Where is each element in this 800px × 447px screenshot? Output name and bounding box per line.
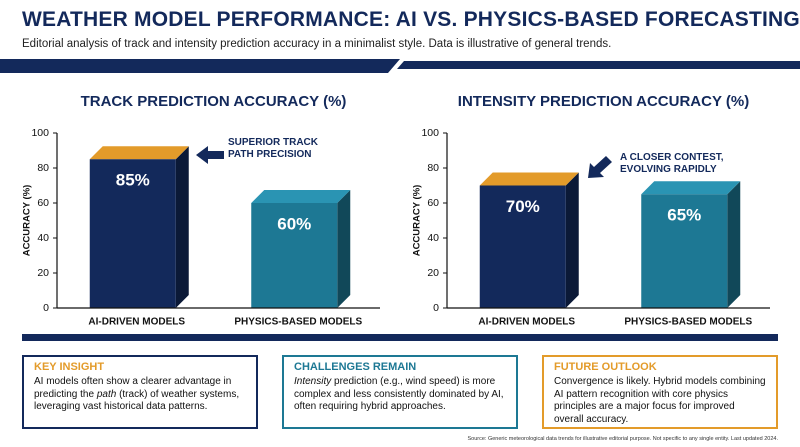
y-tick-label: 80 [37, 162, 49, 174]
annotation: A CLOSER CONTEST, EVOLVING RAPIDLY [620, 152, 724, 175]
emphasis: path [96, 388, 117, 400]
bar-top [251, 190, 351, 203]
card: FUTURE OUTLOOK Convergence is likely. Hy… [542, 355, 778, 429]
chart-title: TRACK PREDICTION ACCURACY (%) [81, 93, 347, 110]
x-tick-label: PHYSICS-BASED MODELS [234, 317, 362, 328]
data-label: 85% [116, 171, 150, 190]
y-tick-label: 40 [427, 232, 439, 244]
text: AI models often show a clearer advantage… [34, 376, 232, 400]
y-axis-label: ACCURACY (%) [22, 185, 33, 257]
y-tick-label: 60 [427, 197, 439, 209]
y-tick-label: 100 [31, 127, 49, 139]
y-tick-label: 80 [427, 162, 439, 174]
y-tick-label: 20 [427, 267, 439, 279]
card-title: CHALLENGES REMAIN [294, 361, 417, 373]
bar-side [337, 190, 351, 308]
x-tick-label: AI-DRIVEN MODELS [478, 317, 575, 328]
x-tick-label: AI-DRIVEN MODELS [88, 317, 185, 328]
bar-side [565, 172, 579, 308]
data-label: 60% [277, 214, 311, 233]
card: KEY INSIGHT AI models often show a clear… [22, 355, 258, 429]
bar-top [479, 172, 579, 186]
card: CHALLENGES REMAIN Intensity prediction (… [282, 355, 518, 429]
emphasis: Intensity [294, 376, 332, 387]
bar-top [89, 146, 189, 160]
bar [89, 159, 176, 308]
y-axis-label: ACCURACY (%) [412, 185, 423, 257]
bar [479, 185, 566, 308]
bar [251, 203, 338, 308]
card-body: Intensity prediction (e.g., wind speed) … [294, 376, 506, 414]
source: Source: Generic meteorological data tren… [467, 436, 778, 442]
card-title: FUTURE OUTLOOK [554, 361, 657, 373]
card-title: KEY INSIGHT [34, 361, 105, 373]
header-band [397, 61, 800, 69]
chart-title: INTENSITY PREDICTION ACCURACY (%) [458, 93, 749, 110]
text: Convergence is likely. Hybrid models com… [554, 376, 766, 425]
bar-side [727, 181, 741, 308]
y-tick-label: 40 [37, 232, 49, 244]
y-tick-label: 20 [37, 267, 49, 279]
bar-top [641, 181, 741, 195]
y-tick-label: 60 [37, 197, 49, 209]
y-tick-label: 0 [433, 302, 439, 314]
title: WEATHER MODEL PERFORMANCE: AI VS. PHYSIC… [22, 8, 800, 31]
subtitle: Editorial analysis of track and intensit… [22, 38, 612, 50]
bar-side [175, 146, 189, 308]
x-tick-label: PHYSICS-BASED MODELS [624, 317, 752, 328]
y-tick-label: 0 [43, 302, 49, 314]
card-body: Convergence is likely. Hybrid models com… [554, 376, 766, 426]
annotation-arrow [196, 146, 224, 164]
data-label: 65% [667, 206, 701, 225]
header-band [0, 59, 400, 73]
annotation-arrow [588, 156, 612, 178]
text: (track) of weather systems, leveraging v… [34, 388, 240, 413]
y-tick-label: 100 [421, 127, 439, 139]
divider [22, 334, 778, 341]
data-label: 70% [506, 197, 540, 216]
annotation: SUPERIOR TRACK PATH PRECISION [228, 137, 319, 160]
bar [641, 194, 728, 308]
text: prediction (e.g., wind speed) is more co… [294, 376, 504, 412]
card-body: AI models often show a clearer advantage… [34, 376, 246, 414]
